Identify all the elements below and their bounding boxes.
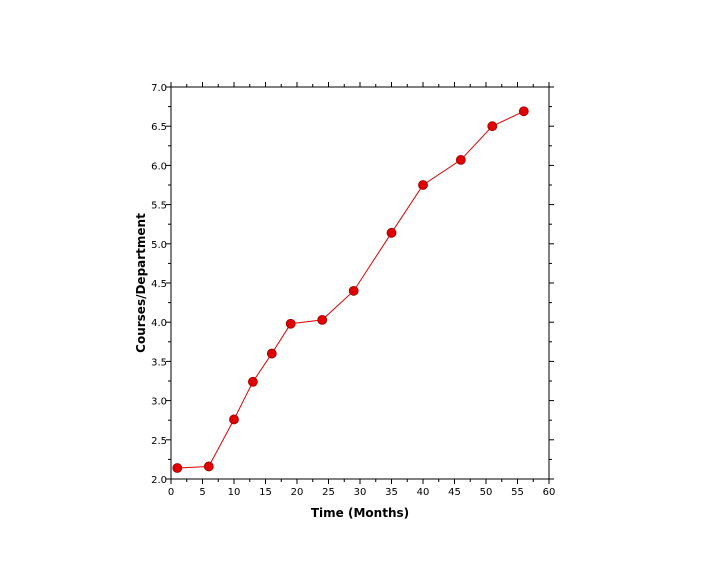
x-tick-label: 0 <box>168 487 174 498</box>
x-tick-label: 35 <box>385 487 398 498</box>
data-point <box>317 314 328 325</box>
data-point <box>348 285 359 296</box>
series <box>172 106 529 473</box>
y-tick-label: 4.5 <box>151 279 167 290</box>
x-tick-label: 60 <box>543 487 556 498</box>
data-point <box>229 414 239 425</box>
x-tick-label: 5 <box>199 487 205 498</box>
data-point <box>386 227 397 238</box>
data-point <box>203 461 214 472</box>
data-point <box>518 106 529 117</box>
x-tick-label: 50 <box>480 487 493 498</box>
x-tick-label: 10 <box>228 487 241 498</box>
axes: 0 5 10 15 20 25 30 35 40 45 50 55 60 2.0 2.5 3.0 3.5 4.0 4… <box>151 82 555 498</box>
y-tick-label: 2.0 <box>151 475 167 486</box>
y-tick-label: 6.5 <box>151 122 167 133</box>
y-axis-title: Courses/Department <box>134 213 148 353</box>
x-axis-title: Time (Months) <box>311 506 409 520</box>
data-point <box>455 155 466 165</box>
data-point <box>247 376 258 387</box>
y-tick-label: 7.0 <box>151 83 167 94</box>
x-tick-label: 20 <box>291 487 304 498</box>
x-tick-label: 30 <box>354 487 367 498</box>
x-tick-label: 40 <box>417 487 430 498</box>
y-tick-label: 4.0 <box>151 318 167 329</box>
x-tick-label: 55 <box>511 487 524 498</box>
y-tick-label: 3.0 <box>151 397 167 408</box>
y-tick-label: 2.5 <box>151 436 167 447</box>
data-point <box>172 463 183 473</box>
data-point <box>418 180 428 190</box>
x-tick-label: 15 <box>259 487 272 498</box>
x-tick-label: 45 <box>448 487 461 498</box>
y-tick-label: 6.0 <box>151 161 167 172</box>
y-tick-label: 5.5 <box>151 201 167 212</box>
x-tick-label: 25 <box>322 487 335 498</box>
data-point <box>266 348 277 359</box>
data-point <box>487 121 498 132</box>
data-point <box>285 318 296 329</box>
y-tick-label: 3.5 <box>151 357 167 368</box>
y-tick-label: 5.0 <box>151 240 167 251</box>
